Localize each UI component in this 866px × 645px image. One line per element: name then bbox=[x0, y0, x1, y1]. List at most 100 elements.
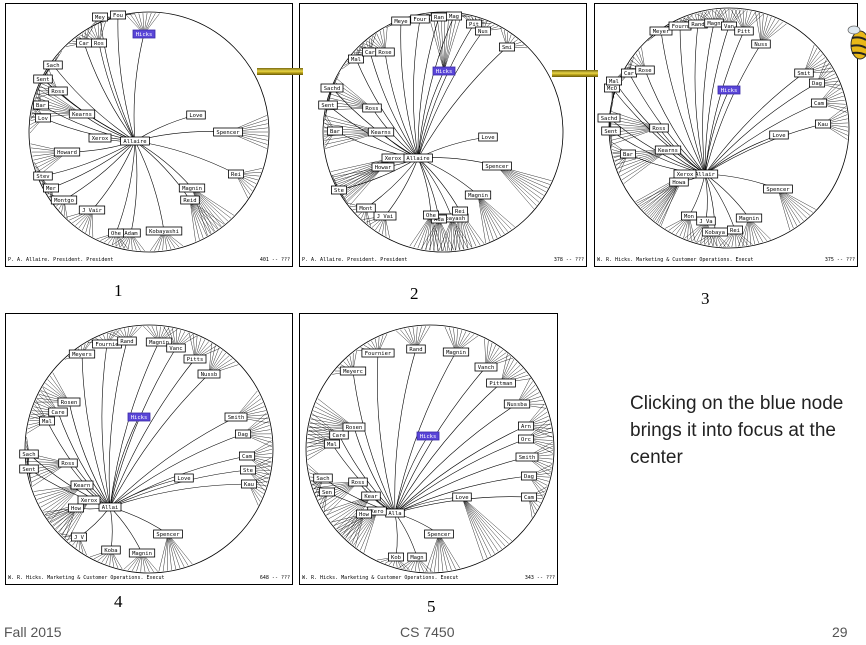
tree-node[interactable]: Rosen bbox=[342, 422, 366, 432]
tree-node[interactable]: Smi bbox=[498, 42, 515, 52]
tree-node[interactable]: Xerox bbox=[88, 133, 112, 143]
tree-node[interactable]: Rosen bbox=[57, 397, 81, 407]
tree-node[interactable]: Orc bbox=[517, 434, 534, 444]
tree-node[interactable]: Allaire bbox=[403, 153, 433, 163]
tree-node[interactable]: Fournier bbox=[361, 348, 395, 358]
tree-node[interactable]: Spencer bbox=[482, 161, 512, 171]
tree-node[interactable]: Ohe bbox=[423, 210, 440, 220]
tree-node[interactable]: Rose bbox=[375, 47, 395, 57]
tree-node[interactable]: Dag bbox=[808, 78, 825, 88]
tree-node[interactable]: Bar bbox=[32, 100, 49, 110]
tree-node[interactable]: Lov bbox=[34, 113, 51, 123]
tree-node[interactable]: Sent bbox=[318, 100, 338, 110]
tree-node[interactable]: Spencer bbox=[153, 529, 183, 539]
tree-node[interactable]: Vanch bbox=[474, 362, 498, 372]
tree-node[interactable]: Nuss bbox=[751, 39, 771, 49]
tree-node[interactable]: Ros bbox=[91, 38, 108, 48]
tree-node[interactable]: Rose bbox=[635, 65, 655, 75]
tree-node[interactable]: Stev bbox=[33, 171, 53, 181]
tree-node[interactable]: Mey bbox=[92, 12, 109, 22]
focus-node[interactable]: Hicks bbox=[432, 66, 456, 76]
tree-node[interactable]: Sach bbox=[313, 473, 333, 483]
tree-node[interactable]: Ran bbox=[430, 12, 447, 22]
tree-node[interactable]: Nussba bbox=[503, 399, 531, 409]
tree-node[interactable]: Care bbox=[329, 430, 349, 440]
tree-node[interactable]: Ross bbox=[348, 477, 368, 487]
tree-node[interactable]: Four bbox=[410, 14, 430, 24]
tree-node[interactable]: Mer bbox=[43, 183, 60, 193]
tree-node[interactable]: Vanc bbox=[166, 343, 186, 353]
tree-node[interactable]: Love bbox=[769, 130, 789, 140]
tree-node[interactable]: Mal bbox=[323, 439, 340, 449]
hyperbolic-tree-panel-4[interactable]: Hicks Allai Love Spencer Xerox How Ross Kearn Ma… bbox=[5, 313, 293, 585]
tree-node[interactable]: Kau bbox=[240, 479, 257, 489]
focus-node[interactable]: Hicks bbox=[127, 412, 151, 422]
tree-node[interactable]: Ste bbox=[330, 185, 347, 195]
tree-node[interactable]: Kobayashi bbox=[145, 226, 183, 236]
tree-node[interactable]: Kau bbox=[814, 119, 831, 129]
tree-node[interactable]: Xerox bbox=[381, 153, 405, 163]
tree-node[interactable]: Car bbox=[620, 68, 637, 78]
tree-node[interactable]: Sent bbox=[19, 464, 39, 474]
tree-node[interactable]: Smith bbox=[224, 412, 248, 422]
tree-node[interactable]: Rand bbox=[117, 336, 137, 346]
tree-node[interactable]: Meye bbox=[391, 16, 411, 26]
tree-node[interactable]: Car bbox=[76, 38, 93, 48]
tree-node[interactable]: Meyers bbox=[68, 349, 96, 359]
tree-node[interactable]: Kearns bbox=[367, 127, 395, 137]
tree-node[interactable]: Rei bbox=[451, 206, 468, 216]
tree-node[interactable]: Smith bbox=[515, 452, 539, 462]
tree-node[interactable]: Fourn bbox=[668, 21, 692, 31]
tree-node[interactable]: Dag bbox=[520, 471, 537, 481]
tree-node[interactable]: Pit bbox=[465, 19, 482, 29]
tree-node[interactable]: Spencer bbox=[213, 127, 243, 137]
tree-node[interactable]: Magnin bbox=[735, 213, 763, 223]
tree-node[interactable]: Pittman bbox=[486, 378, 516, 388]
tree-node[interactable]: Montgo bbox=[50, 195, 78, 205]
tree-node[interactable]: Kearns bbox=[654, 145, 682, 155]
hyperbolic-tree-panel-5[interactable]: Hicks Alla Love Spencer Xero How Ross Kear Magn K… bbox=[299, 313, 558, 585]
hyperbolic-tree-panel-1[interactable]: Hicks Allaire Love Spencer Xerox Howard Ross Ke… bbox=[5, 3, 293, 267]
tree-node[interactable]: Spencer bbox=[424, 529, 454, 539]
tree-node[interactable]: Howard bbox=[53, 147, 81, 157]
tree-node[interactable]: Mal bbox=[39, 416, 56, 426]
tree-node[interactable]: Love bbox=[186, 110, 206, 120]
tree-node[interactable]: Kobaya bbox=[701, 227, 729, 237]
hyperbolic-tree-panel-3[interactable]: Hicks Allair Love Spencer Xerox Howa Ross Kearn… bbox=[594, 3, 858, 267]
tree-node[interactable]: Sachd bbox=[320, 83, 344, 93]
tree-node[interactable]: Kearn bbox=[70, 480, 94, 490]
tree-node[interactable]: Kearns bbox=[68, 109, 96, 119]
tree-node[interactable]: Ross bbox=[48, 86, 68, 96]
tree-node[interactable]: Fournie bbox=[92, 339, 122, 349]
tree-node[interactable]: Magnin bbox=[442, 347, 470, 357]
tree-node[interactable]: Rand bbox=[406, 344, 426, 354]
tree-node[interactable]: Dag bbox=[234, 429, 251, 439]
tree-node[interactable]: J Vair bbox=[78, 205, 106, 215]
tree-node[interactable]: Magnin bbox=[128, 548, 156, 558]
tree-node[interactable]: Sach bbox=[19, 449, 39, 459]
tree-node[interactable]: How bbox=[68, 503, 85, 513]
tree-node[interactable]: Alla bbox=[385, 508, 405, 518]
tree-node[interactable]: Ohe bbox=[108, 228, 125, 238]
tree-node[interactable]: Care bbox=[48, 407, 68, 417]
tree-node[interactable]: Cam bbox=[520, 492, 537, 502]
tree-node[interactable]: Howar bbox=[371, 162, 395, 172]
tree-node[interactable]: How bbox=[356, 509, 373, 519]
hyperbolic-tree-panel-2[interactable]: Hicks Allaire Love Spencer Xerox Howar Ross Kea… bbox=[299, 3, 587, 267]
tree-node[interactable]: Mon bbox=[681, 211, 698, 221]
tree-node[interactable]: Adam bbox=[121, 228, 141, 238]
tree-node[interactable]: Xerox bbox=[673, 169, 697, 179]
tree-node[interactable]: Rei bbox=[227, 169, 244, 179]
tree-node[interactable]: Ross bbox=[649, 123, 669, 133]
tree-node[interactable]: J V bbox=[71, 532, 88, 542]
tree-node[interactable]: Cam bbox=[238, 451, 255, 461]
tree-node[interactable]: Allaire bbox=[120, 136, 150, 146]
tree-node[interactable]: Magn bbox=[704, 18, 724, 28]
tree-node[interactable]: Magnin bbox=[178, 183, 206, 193]
tree-node[interactable]: Magnin bbox=[145, 337, 173, 347]
tree-node[interactable]: Meyerc bbox=[339, 366, 367, 376]
tree-node[interactable]: Pitts bbox=[183, 354, 207, 364]
tree-node[interactable]: Fou bbox=[110, 10, 127, 20]
tree-node[interactable]: Van bbox=[721, 21, 738, 31]
tree-node[interactable]: J Vai bbox=[373, 211, 397, 221]
